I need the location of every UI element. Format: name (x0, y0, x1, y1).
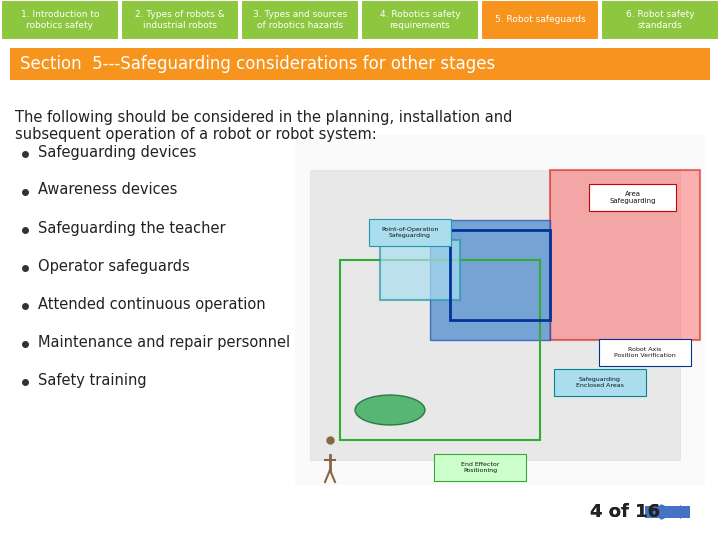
FancyBboxPatch shape (645, 506, 690, 518)
Text: The following should be considered in the planning, installation and
subsequent : The following should be considered in th… (15, 110, 513, 143)
Text: 5. Robot safeguards: 5. Robot safeguards (495, 16, 585, 24)
FancyBboxPatch shape (295, 135, 705, 485)
Text: Safety training: Safety training (38, 373, 147, 388)
Text: 4. Robotics safety
requirements: 4. Robotics safety requirements (379, 10, 460, 30)
Text: 1. Introduction to
robotics safety: 1. Introduction to robotics safety (21, 10, 99, 30)
FancyBboxPatch shape (369, 219, 451, 246)
Ellipse shape (355, 395, 425, 425)
FancyBboxPatch shape (599, 339, 691, 366)
FancyBboxPatch shape (550, 170, 700, 340)
FancyBboxPatch shape (310, 170, 680, 460)
FancyBboxPatch shape (10, 48, 710, 80)
FancyBboxPatch shape (241, 0, 359, 40)
FancyBboxPatch shape (361, 0, 479, 40)
FancyBboxPatch shape (430, 220, 550, 340)
Text: 2. Types of robots &
industrial robots: 2. Types of robots & industrial robots (135, 10, 225, 30)
Polygon shape (680, 505, 690, 519)
Text: Safeguarding
Enclosed Areas: Safeguarding Enclosed Areas (576, 377, 624, 388)
FancyBboxPatch shape (121, 0, 239, 40)
Text: Safeguarding the teacher: Safeguarding the teacher (38, 220, 225, 235)
Text: 4 of 16: 4 of 16 (590, 503, 660, 521)
FancyBboxPatch shape (434, 454, 526, 481)
Text: Safeguarding devices: Safeguarding devices (38, 145, 197, 159)
FancyBboxPatch shape (380, 240, 460, 300)
Text: Robot Axis
Position Verification: Robot Axis Position Verification (614, 347, 676, 358)
Text: Attended continuous operation: Attended continuous operation (38, 296, 266, 312)
Text: 3. Types and sources
of robotics hazards: 3. Types and sources of robotics hazards (253, 10, 347, 30)
Text: 4 of 16: 4 of 16 (590, 503, 660, 521)
Text: Section  5---Safeguarding considerations for other stages: Section 5---Safeguarding considerations … (20, 55, 495, 73)
Text: 6. Robot safety
standards: 6. Robot safety standards (626, 10, 694, 30)
Text: Operator safeguards: Operator safeguards (38, 259, 190, 273)
FancyBboxPatch shape (589, 184, 676, 211)
Text: Awareness devices: Awareness devices (38, 183, 177, 198)
Text: Area
Safeguarding: Area Safeguarding (609, 191, 656, 204)
FancyBboxPatch shape (554, 369, 646, 396)
FancyBboxPatch shape (601, 0, 719, 40)
Text: End Effector
Positioning: End Effector Positioning (461, 462, 499, 473)
Text: Point-of-Operation
Safeguarding: Point-of-Operation Safeguarding (382, 227, 438, 238)
Text: Maintenance and repair personnel: Maintenance and repair personnel (38, 334, 290, 349)
FancyArrowPatch shape (653, 507, 672, 517)
FancyBboxPatch shape (481, 0, 599, 40)
FancyBboxPatch shape (1, 0, 119, 40)
